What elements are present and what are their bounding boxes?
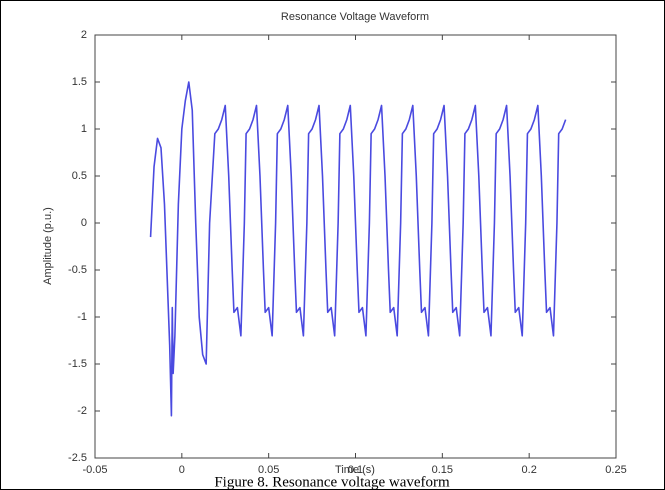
y-tick-label: -2.5 bbox=[68, 452, 87, 464]
y-tick-label: -1 bbox=[77, 311, 87, 323]
caption: Figure 8. Resonance voltage waveform bbox=[214, 474, 450, 490]
y-tick-label: -2 bbox=[77, 405, 87, 417]
x-axis-label: Time (s) bbox=[335, 464, 375, 476]
y-tick-label: 0 bbox=[81, 217, 87, 229]
y-tick-label: 2 bbox=[81, 29, 87, 41]
y-tick-label: 0.5 bbox=[72, 170, 87, 182]
x-tick-label: 0.1 bbox=[348, 464, 363, 476]
axes-box bbox=[94, 34, 617, 459]
x-tick-label: 0.15 bbox=[432, 464, 453, 476]
waveform-line bbox=[149, 81, 567, 417]
y-tick-label: 1.5 bbox=[72, 76, 87, 88]
chart-title: Resonance Voltage Waveform bbox=[281, 11, 429, 23]
x-tick-label: 0.2 bbox=[522, 464, 537, 476]
x-tick-label: 0.25 bbox=[605, 464, 626, 476]
x-tick-label: -0.05 bbox=[82, 464, 107, 476]
y-axis-label: Amplitude (p.u.) bbox=[42, 207, 54, 285]
y-tick-label: -1.5 bbox=[68, 358, 87, 370]
y-tick-label: -0.5 bbox=[68, 264, 87, 276]
y-tick-label: 1 bbox=[81, 123, 87, 135]
x-tick-label: 0 bbox=[179, 464, 185, 476]
x-tick-label: 0.05 bbox=[258, 464, 279, 476]
